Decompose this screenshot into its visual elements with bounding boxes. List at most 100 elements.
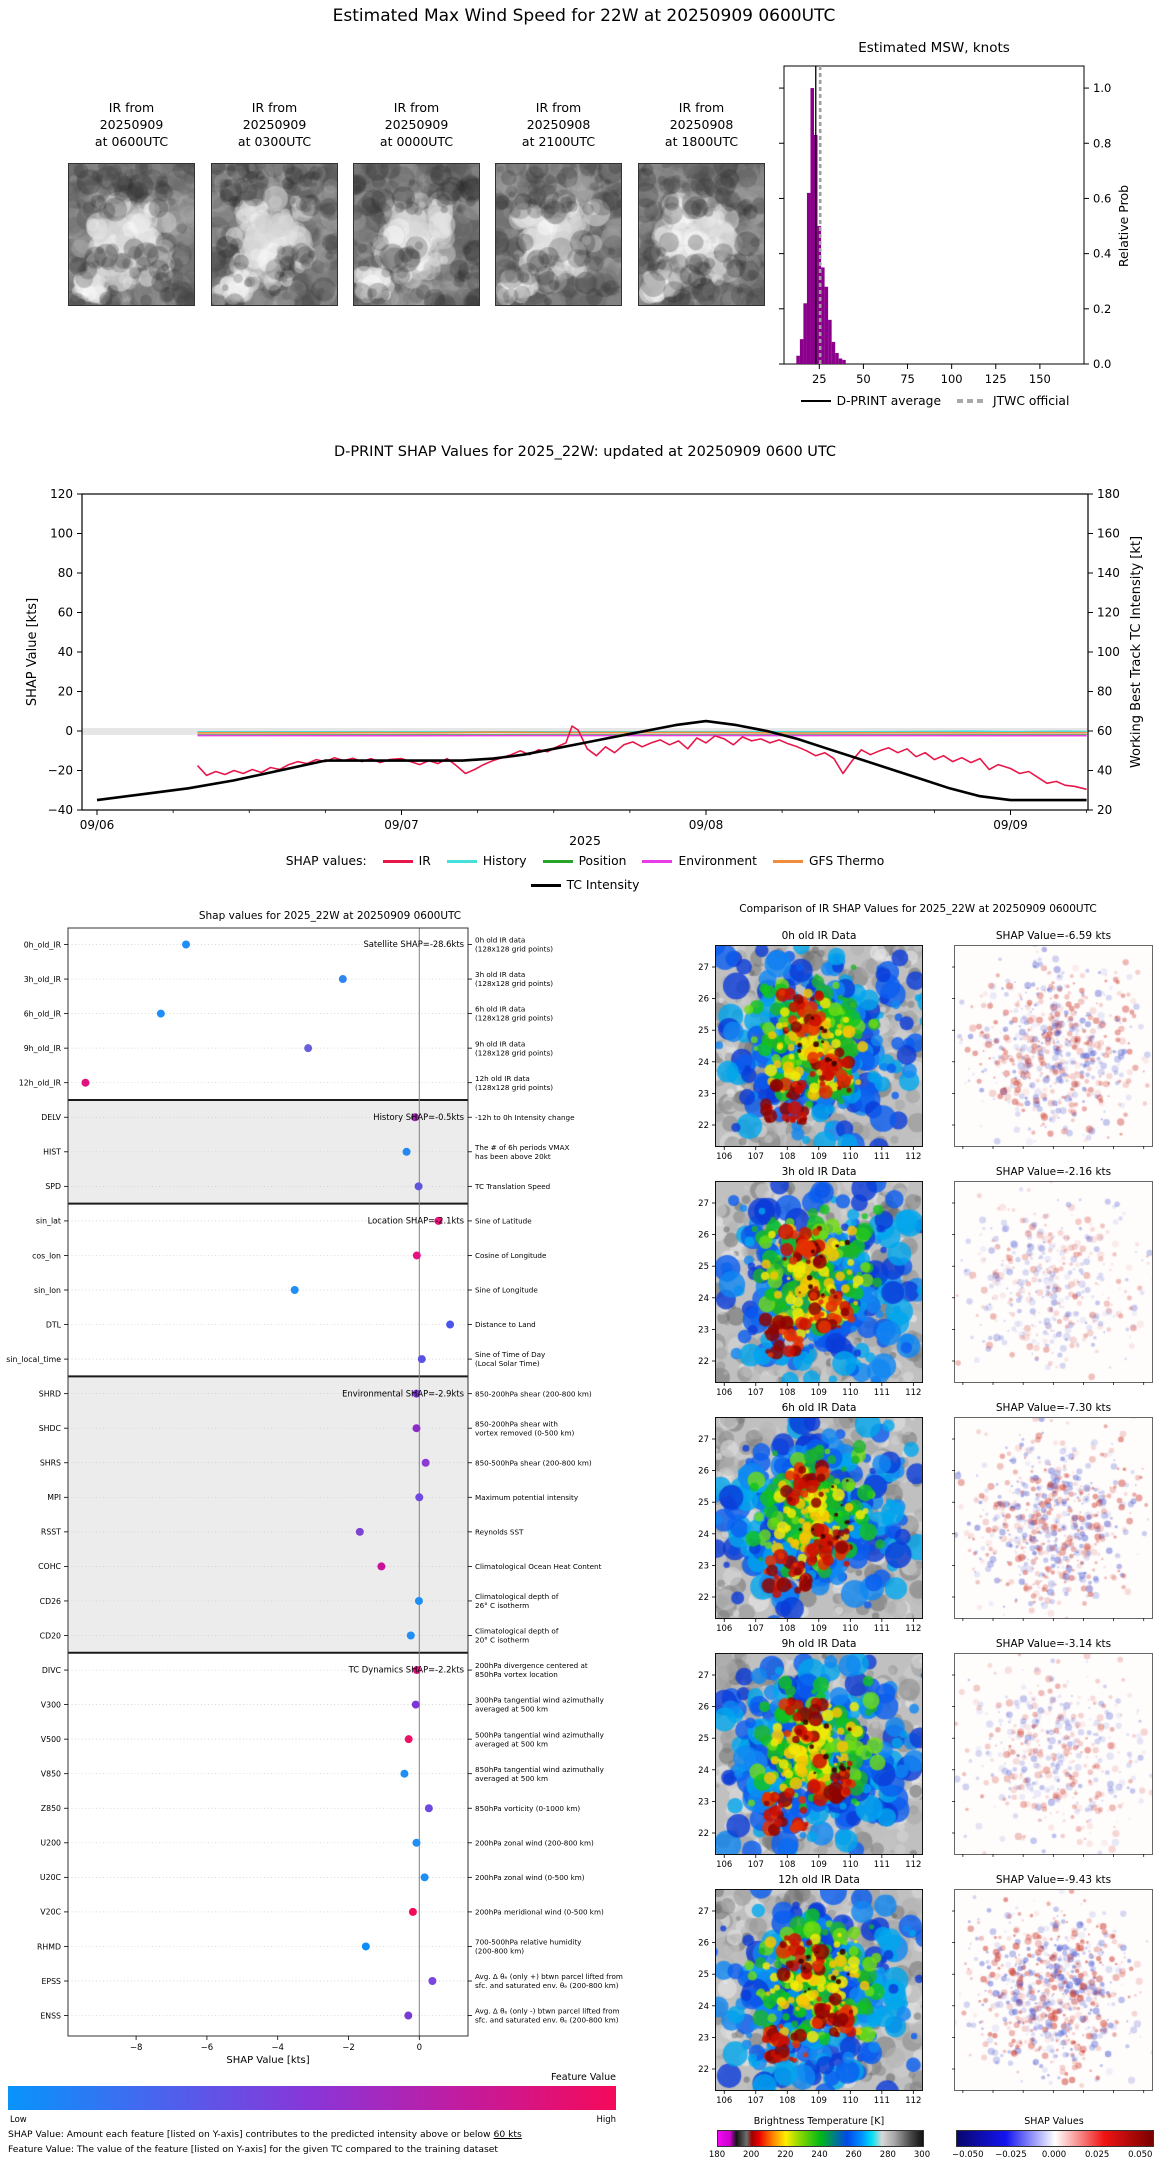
ir-map-y-tick-label: 22 (698, 2065, 709, 2075)
series-gfs-thermo (197, 731, 1087, 734)
ir-map-y-tick-label: 25 (698, 1970, 709, 1980)
left-tick-label: 80 (58, 566, 73, 580)
feature-dot-V500 (404, 1735, 413, 1744)
feature-dot-COHC (377, 1562, 386, 1571)
feature-label-sin_lat: sin_lat (36, 1217, 61, 1226)
histogram-plot: 25 50 75 100 125 150 0.0 0.2 0.4 0.6 0.8 1.0 (779, 65, 1111, 386)
ir-thumbnail-caption-line: 20250909 (384, 117, 449, 132)
ir-thumbnail-caption-line: 20250909 (99, 117, 164, 132)
ir-map-x-tick-label: 111 (874, 1624, 890, 1634)
feature-value-colorbar (8, 2086, 616, 2110)
feature-dot-EPSS (428, 1977, 437, 1985)
x-tick-label: 09/06 (80, 818, 115, 832)
ir-thumbnail-caption-0: IR from 20250909 at 0600UTC (57, 99, 207, 150)
ir-map-y-tick-label: 26 (698, 1703, 709, 1713)
legend-item-ir: IR (382, 854, 431, 868)
feature-label-DTL: DTL (46, 1320, 62, 1329)
x-tick-label: −8 (130, 2043, 143, 2053)
feature-desc-line: 6h old IR data (475, 1005, 525, 1014)
feature-label-SHRS: SHRS (40, 1459, 61, 1468)
section-label-location: Location SHAP=-2.1kts (368, 1216, 464, 1226)
feature-dot-RSST (355, 1527, 364, 1536)
ir-thumbnail-caption-line: IR from (678, 100, 725, 115)
feature-label-HIST: HIST (43, 1148, 61, 1157)
right-tick-label: 160 (1097, 527, 1120, 541)
feature-dot-RHMD (361, 1942, 370, 1951)
ir-map-y-tick-label: 27 (698, 963, 709, 973)
feature-desc-line: Sine of Time of Day (475, 1350, 546, 1359)
ir-thumbnail-canvas-4 (638, 163, 765, 306)
ir-map-x-tick-label: 107 (748, 1860, 764, 1870)
feature-desc-line: (128x128 grid points) (475, 945, 553, 954)
feature-label-SPD: SPD (45, 1182, 61, 1191)
legend-label: TC Intensity (566, 878, 640, 892)
legend-item-history: History (446, 854, 527, 868)
bt-colorbar-tick-label: 180 (709, 2150, 725, 2158)
feature-label-DELV: DELV (41, 1113, 61, 1122)
right-tick-label: 20 (1097, 803, 1112, 817)
feature-desc-line: has been above 20kt (475, 1152, 551, 1161)
ir-map-y-tick-label: 25 (698, 1262, 709, 1272)
ir-map-y-tick-label: 23 (698, 2033, 709, 2043)
ir-map-x-tick-label: 107 (748, 1624, 764, 1634)
x-tick-label: 75 (900, 372, 915, 386)
feature-dot-SHRS (421, 1458, 430, 1467)
ir-map-x-tick-label: 109 (811, 1624, 827, 1634)
feature-label-V300: V300 (41, 1700, 61, 1709)
feature-desc-line: (128x128 grid points) (475, 1083, 553, 1092)
ir-thumbnail-caption-line: at 0600UTC (94, 134, 169, 149)
histogram-legend-label: D-PRINT average (836, 394, 942, 408)
feature-dot-U200 (412, 1838, 421, 1847)
feature-desc-line: averaged at 500 km (475, 1705, 548, 1714)
feature-label-6h_old_IR: 6h_old_IR (24, 1009, 62, 1018)
feature-label-SHRD: SHRD (39, 1389, 61, 1398)
legend-swatch (382, 859, 413, 863)
feature-dot-sin_lon (290, 1286, 299, 1294)
ir-thumbnail-caption-line: 20250909 (242, 117, 307, 132)
feature-label-RHMD: RHMD (37, 1942, 61, 1951)
feature-dot-DTL (446, 1320, 455, 1329)
x-tick-label: −6 (201, 2043, 214, 2053)
ir-thumbnail-caption-line: IR from (393, 100, 440, 115)
shap-colorbar-tick-label: 0.000 (1042, 2150, 1066, 2158)
main-shap-chart: 120 180 100 160 80 140 60 120 40 100 20 80 0 60 −20 40 −… (48, 487, 1120, 832)
ir-map-title-4: 12h old IR Data (778, 1874, 860, 1886)
legend-item-environment: Environment (642, 854, 757, 868)
feature-desc-line: 200hPa zonal wind (0-500 km) (475, 1873, 585, 1882)
histogram-bar (842, 359, 846, 364)
ir-map-x-tick-label: 109 (811, 1388, 827, 1398)
feature-value-title: Feature Value (551, 2072, 616, 2083)
main-chart-legend-row2: TC Intensity (82, 878, 1088, 892)
ir-map-x-tick-label: 108 (779, 1152, 795, 1162)
shap-colorbar-title: SHAP Values (1024, 2116, 1084, 2127)
ir-map-y-tick-label: 22 (698, 1829, 709, 1839)
ir-map-x-tick-label: 106 (716, 1388, 732, 1398)
ir-map-x-tick-label: 106 (716, 1624, 732, 1634)
ir-map-y-tick-label: 23 (698, 1561, 709, 1571)
legend-label: IR (418, 854, 431, 868)
shap-colorbar-tick-label: −0.050 (952, 2150, 983, 2158)
x-tick-label: −4 (271, 2043, 284, 2053)
y-tick-label: 1.0 (1093, 81, 1111, 95)
ir-map-canvas-2 (715, 1417, 923, 1619)
legend-label: Environment (678, 854, 757, 868)
feature-desc-line: Reynolds SST (475, 1527, 524, 1536)
feature-desc-line: 850hPa vortex location (475, 1670, 558, 1679)
x-tick-label: 150 (1029, 372, 1051, 386)
histogram-bar (806, 192, 811, 364)
ir-map-y-tick-label: 23 (698, 1797, 709, 1807)
feature-dot-ENSS (404, 2011, 413, 2020)
histogram-legend-item: JTWC official (957, 394, 1069, 408)
histogram-title: Estimated MSW, knots (858, 40, 1010, 56)
section-label-environmental: Environmental SHAP=-2.9kts (342, 1388, 464, 1398)
ir-map-y-tick-label: 24 (698, 2002, 709, 2012)
bt-colorbar-tick-label: 280 (880, 2150, 896, 2158)
right-tick-label: 180 (1097, 487, 1120, 501)
ir-map-x-tick-label: 108 (779, 1388, 795, 1398)
feature-desc-line: Climatological Ocean Heat Content (475, 1562, 602, 1571)
main-chart-title: D-PRINT SHAP Values for 2025_22W: update… (334, 444, 836, 460)
feature-dot-HIST (402, 1147, 411, 1156)
ir-map-canvas-3 (715, 1653, 923, 1855)
feature-desc-line: TC Translation Speed (474, 1182, 550, 1191)
ir-map-canvas-1 (715, 1181, 923, 1383)
